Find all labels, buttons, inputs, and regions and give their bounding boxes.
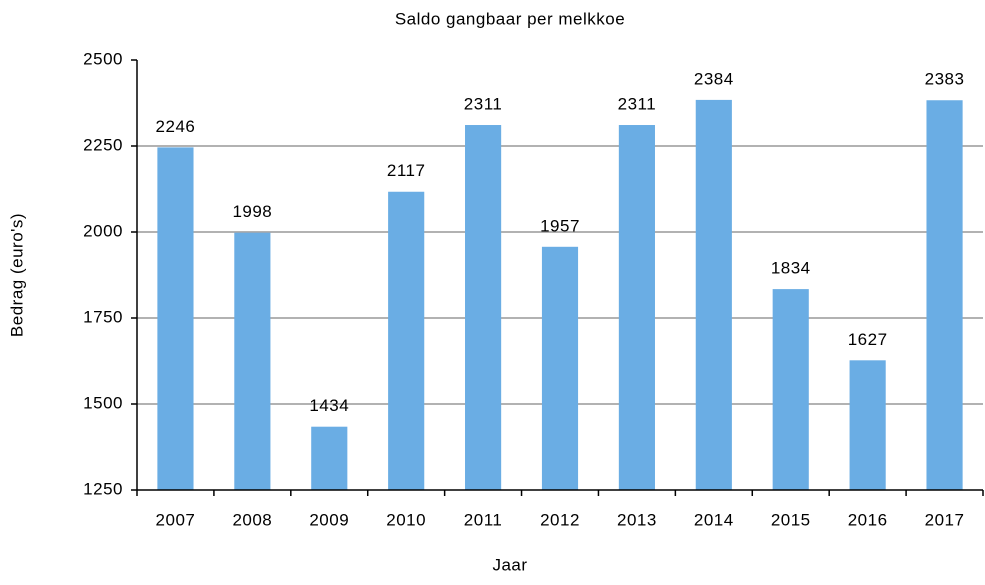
bar — [541, 246, 579, 490]
x-tick-label: 2016 — [848, 510, 888, 529]
y-tick-label: 1500 — [83, 393, 123, 412]
x-tick-label: 2015 — [771, 510, 811, 529]
data-label: 2117 — [387, 161, 426, 180]
y-axis-label: Bedrag (euro's) — [7, 213, 26, 337]
bar — [772, 289, 809, 490]
x-tick-label: 2009 — [309, 510, 349, 529]
chart-title: Saldo gangbaar per melkkoe — [395, 9, 625, 28]
x-tick-label: 2008 — [232, 510, 272, 529]
x-tick-label: 2013 — [617, 510, 657, 529]
data-label: 1434 — [309, 396, 349, 415]
y-tick-label: 1750 — [83, 307, 123, 326]
y-tick-label: 2000 — [83, 221, 123, 240]
x-tick-label: 2012 — [540, 510, 580, 529]
data-label: 1998 — [232, 202, 272, 221]
x-axis-label: Jaar — [492, 555, 527, 574]
data-label: 2311 — [464, 95, 503, 114]
y-tick-label: 2500 — [83, 49, 123, 68]
data-label: 2311 — [618, 95, 657, 114]
x-tick-label: 2007 — [156, 510, 196, 529]
bar — [234, 232, 271, 491]
data-label: 2383 — [925, 70, 965, 89]
bar — [311, 426, 348, 490]
bar — [695, 99, 732, 491]
data-label: 2246 — [156, 117, 196, 136]
data-label: 1957 — [540, 216, 580, 235]
x-tick-label: 2017 — [925, 510, 965, 529]
x-tick-label: 2011 — [464, 510, 503, 529]
bar — [618, 125, 655, 491]
bar — [849, 360, 886, 490]
data-label: 2384 — [694, 69, 734, 88]
x-tick-label: 2014 — [694, 510, 734, 529]
data-label: 1834 — [771, 259, 811, 278]
bar — [465, 125, 502, 491]
data-label: 1627 — [848, 330, 888, 349]
bar — [157, 147, 194, 490]
bar — [388, 191, 425, 490]
y-tick-label: 2250 — [83, 135, 123, 154]
x-tick-label: 2010 — [386, 510, 426, 529]
y-tick-label: 1250 — [83, 479, 123, 498]
bar — [926, 100, 963, 491]
